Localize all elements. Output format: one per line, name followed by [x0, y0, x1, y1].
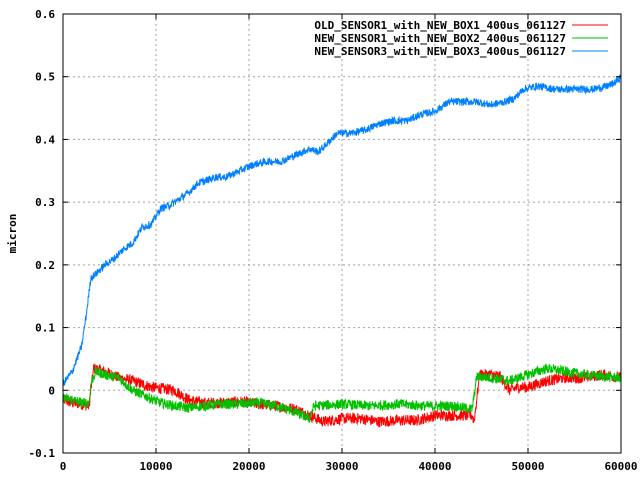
- y-tick-label: -0.1: [29, 447, 56, 460]
- legend-label-3: NEW_SENSOR3_with_NEW_BOX3_400us_061127: [314, 45, 566, 58]
- series-line-2: [62, 363, 622, 423]
- y-tick-label: 0.4: [35, 133, 55, 146]
- y-axis-ticks: -0.1 0 0.1 0.2 0.3 0.4 0.5 0.6: [29, 8, 621, 460]
- y-tick-label: 0.1: [35, 322, 55, 335]
- legend-label-2: NEW_SENSOR1_with_NEW_BOX2_400us_061127: [314, 32, 566, 45]
- y-tick-label: 0.6: [35, 8, 55, 21]
- series-line-3: [62, 74, 622, 386]
- y-tick-label: 0.2: [35, 259, 55, 272]
- x-tick-label: 30000: [325, 460, 358, 473]
- x-tick-label: 50000: [511, 460, 544, 473]
- legend: OLD_SENSOR1_with_NEW_BOX1_400us_061127NE…: [314, 19, 608, 58]
- x-tick-label: 20000: [232, 460, 265, 473]
- y-axis-label: micron: [6, 214, 19, 254]
- x-axis-ticks: 0 10000 20000 30000 40000 50000 60000: [60, 14, 638, 473]
- y-tick-label: 0.3: [35, 196, 55, 209]
- x-tick-label: 0: [60, 460, 67, 473]
- series-lines: [62, 74, 622, 428]
- legend-label-1: OLD_SENSOR1_with_NEW_BOX1_400us_061127: [314, 19, 566, 32]
- y-tick-label: 0.5: [35, 71, 55, 84]
- x-tick-label: 60000: [604, 460, 637, 473]
- x-tick-label: 10000: [139, 460, 172, 473]
- x-tick-label: 40000: [418, 460, 451, 473]
- series-line-1: [62, 363, 622, 428]
- y-tick-label: 0: [48, 384, 55, 397]
